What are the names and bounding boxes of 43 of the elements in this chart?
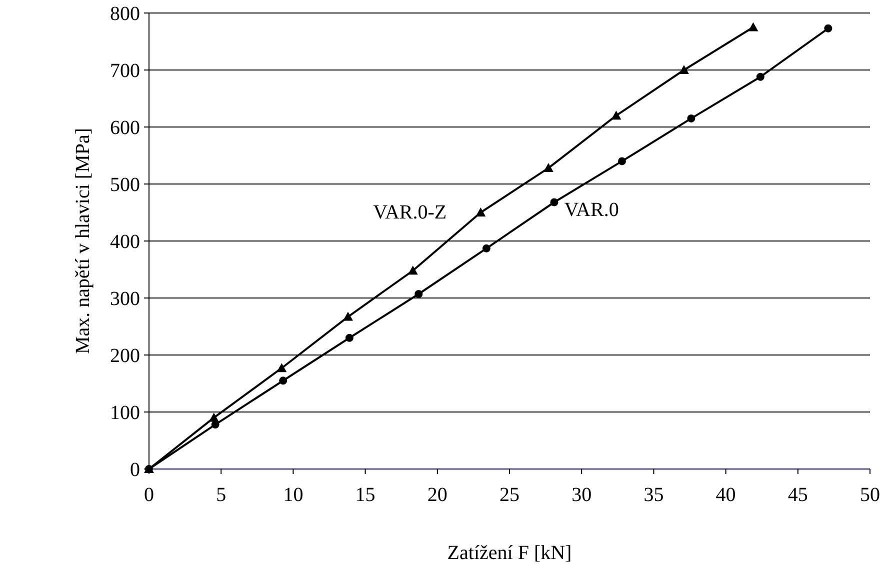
- point: [748, 22, 758, 32]
- y-tick-label: 400: [110, 231, 140, 253]
- x-tick-label: 45: [788, 484, 808, 506]
- y-tick-label: 200: [110, 345, 140, 367]
- point: [345, 334, 354, 342]
- y-tick-label: 500: [110, 174, 140, 196]
- y-tick-label: 300: [110, 288, 140, 310]
- point: [208, 412, 219, 422]
- y-tick-label: 100: [110, 402, 140, 424]
- point: [618, 157, 626, 166]
- x-tick-label: 50: [860, 484, 880, 506]
- series-label: VAR.0: [564, 199, 619, 222]
- series-label: VAR.0-Z: [373, 202, 447, 224]
- point: [408, 266, 418, 275]
- y-tick-label: 600: [110, 117, 140, 139]
- point: [550, 198, 558, 206]
- y-tick-label: 700: [110, 60, 140, 82]
- point: [824, 24, 832, 32]
- point: [342, 312, 353, 321]
- point: [414, 290, 423, 298]
- x-tick-label: 30: [572, 484, 592, 506]
- y-tick-label: 800: [110, 3, 140, 25]
- point: [611, 110, 622, 120]
- point: [211, 420, 220, 429]
- point: [543, 163, 554, 172]
- x-tick-label: 40: [716, 484, 736, 506]
- x-tick-label: 5: [216, 484, 226, 506]
- point: [482, 244, 490, 252]
- point: [279, 376, 288, 385]
- point: [687, 114, 696, 122]
- x-tick-label: 10: [283, 484, 304, 506]
- point: [678, 65, 689, 74]
- x-tick-label: 0: [144, 484, 154, 506]
- x-tick-label: 15: [355, 484, 376, 506]
- point: [756, 72, 764, 81]
- y-tick-label: 0: [130, 459, 140, 481]
- x-tick-label: 35: [644, 484, 664, 506]
- x-tick-label: 25: [500, 484, 520, 506]
- point: [476, 208, 486, 216]
- y-axis-title: Max. napětí v hlavici [MPa]: [72, 128, 94, 354]
- point: [276, 363, 287, 372]
- x-axis-title: Zatížení F [kN]: [447, 542, 572, 564]
- x-tick-label: 20: [427, 484, 448, 506]
